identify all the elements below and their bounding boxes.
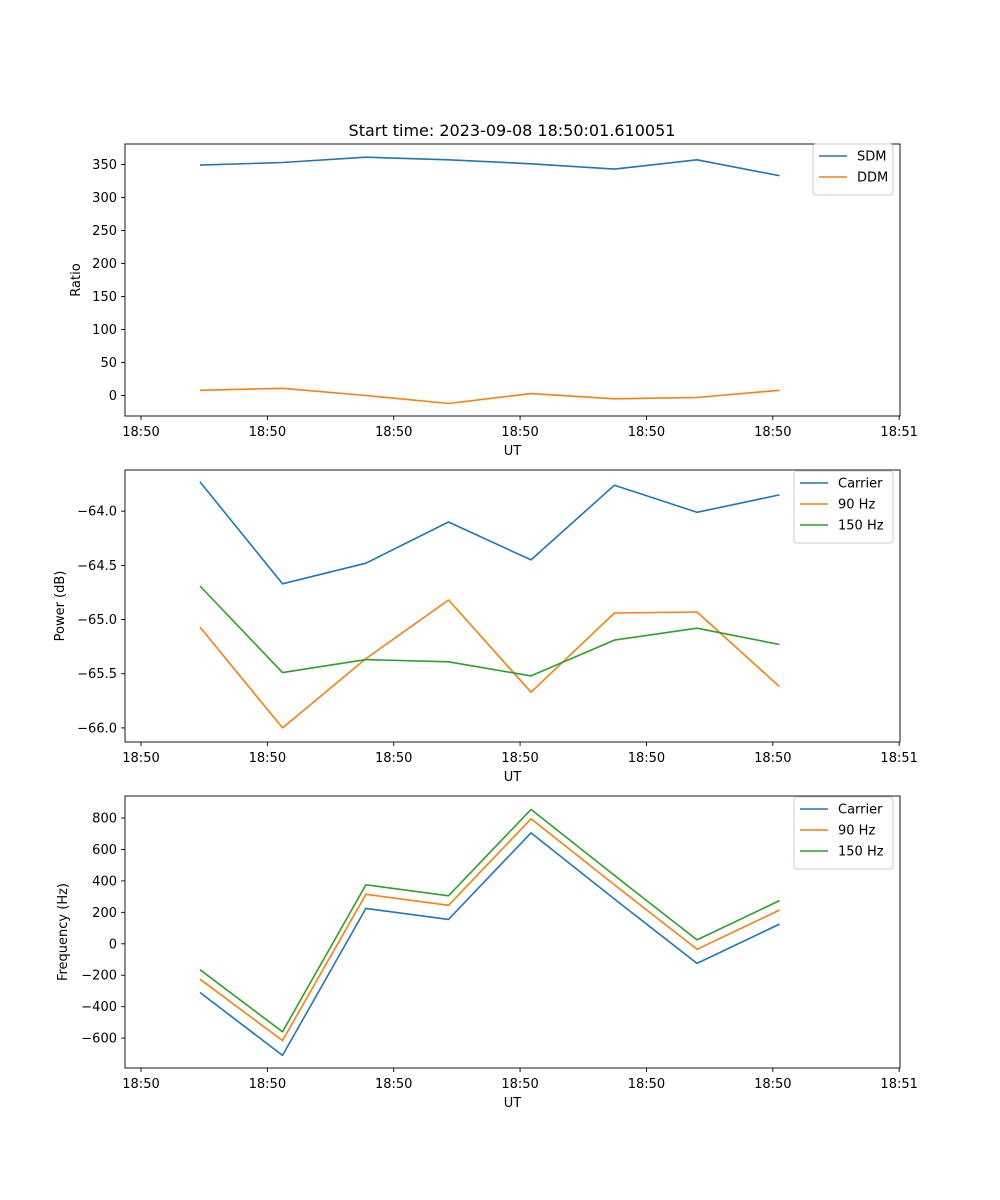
chart-panel-2: 18:50 18:50 18:50 18:50 18:50 18:50 18:51 −66.0… (53, 469, 918, 785)
legend: Carrier 90 Hz 150 Hz (793, 470, 894, 544)
y-tick-label: −64.5 (77, 559, 117, 574)
chart-title: Start time: 2023-09-08 18:50:01.610051 (349, 121, 676, 140)
series-line-150-hz (199, 585, 780, 677)
series-line-90-hz (199, 599, 781, 729)
legend-label: DDM (857, 171, 888, 186)
y-tick-label: −200 (81, 969, 117, 984)
x-tick-label: 18:50 (628, 751, 665, 766)
legend-label: 150 Hz (838, 519, 884, 534)
y-tick-label: 350 (92, 158, 117, 173)
series-line-ddm (199, 387, 780, 405)
y-tick-label: −64.0 (77, 505, 117, 520)
y-tick-label: 200 (92, 906, 117, 921)
y-tick-label: 400 (92, 874, 117, 889)
y-tick-label: 50 (100, 356, 117, 371)
legend: Carrier 90 Hz 150 Hz (793, 796, 894, 870)
x-tick-label: 18:50 (122, 425, 159, 440)
x-tick-label: 18:50 (122, 1077, 159, 1092)
legend-label: Carrier (838, 803, 883, 818)
x-tick-label: 18:51 (880, 751, 917, 766)
x-tick-label: 18:50 (249, 751, 286, 766)
x-tick-label: 18:50 (375, 1077, 412, 1092)
legend-label: SDM (857, 150, 886, 165)
x-tick-label: 18:51 (880, 425, 917, 440)
legend: SDM DDM (812, 143, 894, 196)
y-axis-label: Power (dB) (53, 571, 68, 642)
plot-area (125, 470, 900, 742)
x-tick-label: 18:51 (880, 1077, 917, 1092)
y-tick-label: 800 (92, 812, 117, 827)
chart-panel-3: 18:50 18:50 18:50 18:50 18:50 18:50 18:51 −600 −… (56, 795, 918, 1111)
y-tick-label: 300 (92, 191, 117, 206)
series-line-90-hz (199, 817, 780, 1042)
series-line-carrier (199, 832, 780, 1057)
y-axis-label: Frequency (Hz) (56, 883, 71, 981)
axes-frame (124, 795, 901, 1069)
y-tick-label: 200 (92, 257, 117, 272)
y-tick-label: 0 (109, 389, 117, 404)
legend-label: 150 Hz (838, 845, 884, 860)
y-axis-label: Ratio (69, 263, 84, 296)
x-tick-label: 18:50 (375, 425, 412, 440)
axes-frame (124, 143, 901, 417)
y-tick-label: −65.5 (77, 667, 117, 682)
plot-area (125, 796, 900, 1068)
x-tick-label: 18:50 (628, 425, 665, 440)
x-axis-label: UT (504, 1096, 522, 1111)
y-tick-label: −600 (81, 1032, 117, 1047)
x-tick-label: 18:50 (754, 1077, 791, 1092)
x-tick-label: 18:50 (501, 425, 538, 440)
y-tick-label: 600 (92, 843, 117, 858)
x-tick-label: 18:50 (754, 425, 791, 440)
x-tick-label: 18:50 (501, 1077, 538, 1092)
axes-frame (124, 469, 901, 743)
y-tick-label: 250 (92, 224, 117, 239)
y-tick-label: −65.0 (77, 613, 117, 628)
y-tick-label: −66.0 (77, 721, 117, 736)
series-line-carrier (199, 481, 780, 585)
legend-label: Carrier (838, 477, 883, 492)
x-tick-label: 18:50 (122, 751, 159, 766)
y-tick-label: 0 (109, 937, 117, 952)
legend-label: 90 Hz (838, 824, 875, 839)
series-line-150-hz (199, 808, 780, 1033)
x-tick-label: 18:50 (249, 1077, 286, 1092)
x-tick-label: 18:50 (375, 751, 412, 766)
x-axis-label: UT (504, 770, 522, 785)
x-tick-label: 18:50 (501, 751, 538, 766)
y-tick-label: 100 (92, 323, 117, 338)
x-tick-label: 18:50 (754, 751, 791, 766)
chart-panel-1: 18:50 18:50 18:50 18:50 18:50 18:50 18:51 0 50 10… (69, 143, 918, 459)
legend-label: 90 Hz (838, 498, 875, 513)
y-tick-label: −400 (81, 1000, 117, 1015)
y-tick-label: 150 (92, 290, 117, 305)
x-axis-label: UT (504, 444, 522, 459)
x-tick-label: 18:50 (628, 1077, 665, 1092)
series-line-sdm (199, 156, 780, 177)
plot-area (125, 144, 900, 416)
x-tick-label: 18:50 (249, 425, 286, 440)
